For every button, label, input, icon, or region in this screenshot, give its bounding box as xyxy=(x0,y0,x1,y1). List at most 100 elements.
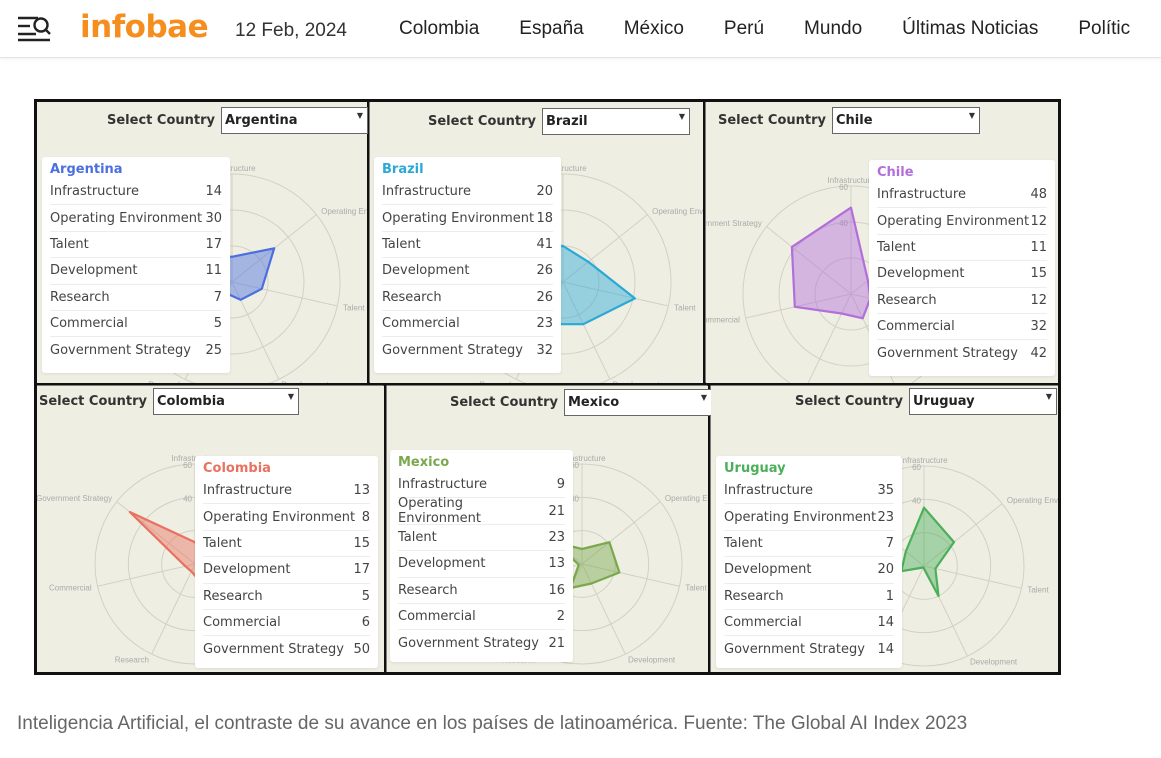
tooltip-row: Government Strategy 50 xyxy=(203,636,370,662)
tooltip-metric-value: 25 xyxy=(205,343,222,359)
tooltip-row: Research 26 xyxy=(382,285,553,311)
radar-axis-label: Commercial xyxy=(706,315,740,324)
radar-axis-label: Talent xyxy=(674,303,696,312)
tooltip-metric-label: Government Strategy xyxy=(877,346,1018,362)
tooltip-metric-value: 5 xyxy=(361,588,370,604)
radar-axis-label: Research xyxy=(148,381,182,383)
tooltip-metric-value: 13 xyxy=(548,556,565,572)
radar-spoke xyxy=(97,563,196,587)
tooltip-row: Infrastructure 9 xyxy=(398,472,565,499)
tooltip-row: Infrastructure 48 xyxy=(877,182,1047,209)
nav-item-colombia[interactable]: Colombia xyxy=(399,18,480,39)
nav-item-ultimas-noticias[interactable]: Últimas Noticias xyxy=(902,18,1039,39)
country-select[interactable]: Brazil ▼ xyxy=(541,108,690,135)
nav-item-espana[interactable]: España xyxy=(519,18,584,39)
tooltip-metric-value: 7 xyxy=(213,289,222,305)
tooltip-metric-label: Research xyxy=(724,588,784,604)
tooltip-metric-label: Infrastructure xyxy=(724,483,813,499)
radar-spoke xyxy=(766,226,852,295)
radar-data-polygon xyxy=(790,206,872,320)
nav-item-mundo[interactable]: Mundo xyxy=(804,18,863,39)
radar-axis-label: Government Strategy xyxy=(706,219,762,228)
tooltip-row: Operating Environment 23 xyxy=(724,504,894,531)
dropdown-arrow-icon: ▼ xyxy=(356,111,363,120)
tooltip-metric-label: Operating Environment xyxy=(877,213,1030,229)
radar-axis-label: Operating Environment xyxy=(1007,496,1058,505)
country-select[interactable]: Argentina ▼ xyxy=(220,107,368,134)
tooltip-metric-value: 17 xyxy=(205,236,222,252)
tooltip-row: Government Strategy 42 xyxy=(877,340,1047,366)
nav-item-peru[interactable]: Perú xyxy=(723,18,765,39)
tooltip-row: Development 17 xyxy=(203,557,370,584)
tooltip-metric-label: Research xyxy=(203,588,263,604)
tooltip-metric-value: 20 xyxy=(536,184,553,200)
tooltip-metric-label: Development xyxy=(50,263,138,279)
select-country-label: Select Country xyxy=(39,394,147,409)
tooltip-metric-value: 14 xyxy=(205,184,222,200)
tooltip-metric-value: 41 xyxy=(536,236,553,252)
tooltip-metric-label: Commercial xyxy=(724,615,802,631)
tooltip-metric-label: Research xyxy=(50,289,110,305)
tooltip-row: Talent 11 xyxy=(877,235,1047,262)
radar-data-polygon xyxy=(900,506,956,598)
main-nav: Colombia España México Perú Mundo Última… xyxy=(399,18,1130,40)
tooltip-country-name: Argentina xyxy=(50,162,123,177)
tooltip-metric-value: 6 xyxy=(361,615,370,631)
tooltip-metric-value: 5 xyxy=(213,316,222,332)
dropdown-arrow-icon: ▼ xyxy=(678,112,685,121)
country-select[interactable]: Chile ▼ xyxy=(831,107,980,134)
tooltip-row: Operating Environment 8 xyxy=(203,504,370,531)
radar-ring-label: 60 xyxy=(912,463,921,472)
tooltip-metric-value: 23 xyxy=(548,529,565,545)
tooltip-row: Commercial 5 xyxy=(50,311,222,338)
dropdown-arrow-icon: ▼ xyxy=(700,393,707,402)
radar-ring-label: 40 xyxy=(183,494,192,503)
radar-axis-label: Development xyxy=(970,658,1018,667)
country-panel-mexico: Select Country Mexico ▼ Infrastructure Ope… xyxy=(387,386,712,672)
radar-axis-label: Infrastructure xyxy=(827,176,875,185)
tooltip-row: Government Strategy 32 xyxy=(382,337,553,363)
country-select[interactable]: Colombia ▼ xyxy=(152,388,299,415)
radar-axis-label: Infrastructure xyxy=(558,454,606,463)
tooltip-metric-value: 15 xyxy=(1030,266,1047,282)
radar-spoke xyxy=(231,281,338,307)
tooltip-metric-label: Talent xyxy=(50,236,89,252)
tooltip-metric-value: 26 xyxy=(536,263,553,279)
nav-item-politica[interactable]: Polític xyxy=(1078,18,1131,39)
tooltip-country-name: Mexico xyxy=(398,455,450,470)
radar-axis-label: Talent xyxy=(1027,586,1049,595)
tooltip-row: Commercial 32 xyxy=(877,314,1047,341)
site-logo[interactable]: infobae xyxy=(80,9,209,45)
radar-axis-label: Infrastructure xyxy=(900,456,948,465)
menu-search-icon[interactable] xyxy=(16,14,52,42)
radar-ring-label: 40 xyxy=(570,494,579,503)
country-panel-chile: Select Country Chile▼ InfrastructureOper… xyxy=(706,102,1058,383)
tooltip-country-name: Colombia xyxy=(203,461,271,476)
tooltip-metric-label: Infrastructure xyxy=(382,184,471,200)
tooltip-metric-label: Infrastructure xyxy=(398,477,487,493)
tooltip-row: Infrastructure 13 xyxy=(203,478,370,505)
country-select[interactable]: Uruguay ▼ xyxy=(908,388,1057,415)
tooltip-metric-label: Development xyxy=(724,562,812,578)
tooltip-metric-label: Talent xyxy=(877,239,916,255)
radar-spoke xyxy=(807,293,852,383)
tooltip-row: Operating Environment 12 xyxy=(877,208,1047,235)
tooltip-country-name: Chile xyxy=(877,165,914,180)
radar-axis-label: Research xyxy=(115,656,149,665)
tooltip-country-name: Uruguay xyxy=(724,461,786,476)
data-tooltip: Chile Infrastructure 48 Operating Environme… xyxy=(869,160,1055,376)
tooltip-metric-label: Talent xyxy=(203,535,242,551)
radar-axis-label: Operating Environment xyxy=(652,207,703,216)
country-panel-brazil: Select Country Brazil ▼ Infrastructure Ope… xyxy=(370,102,703,383)
country-select[interactable]: Mexico ▼ xyxy=(563,389,712,416)
tooltip-row: Development 20 xyxy=(724,557,894,584)
tooltip-row: Research 7 xyxy=(50,285,222,311)
radar-axis-label: Research xyxy=(479,381,513,383)
tooltip-metric-value: 21 xyxy=(548,636,565,652)
tooltip-metric-label: Government Strategy xyxy=(724,642,865,658)
tooltip-row: Commercial 6 xyxy=(203,610,370,637)
nav-item-mexico[interactable]: México xyxy=(623,18,684,39)
header-date: 12 Feb, 2024 xyxy=(235,20,347,41)
tooltip-metric-value: 23 xyxy=(877,509,894,525)
tooltip-metric-label: Commercial xyxy=(50,316,128,332)
